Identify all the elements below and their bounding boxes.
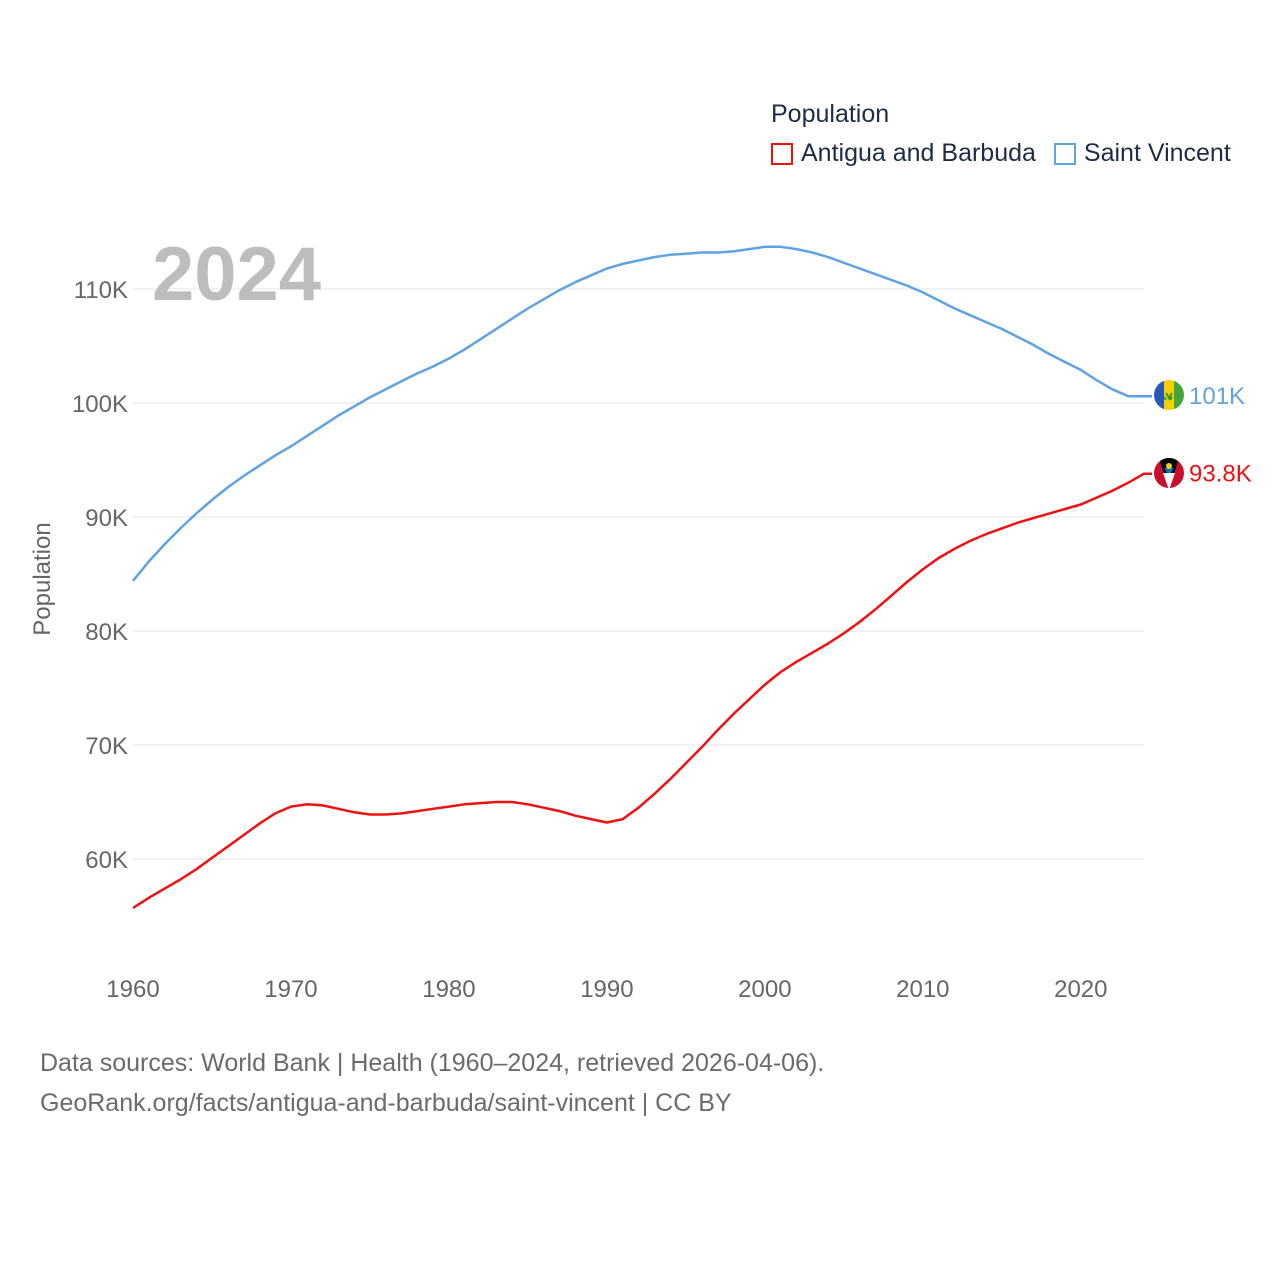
legend-item-saint-vincent[interactable]: Saint Vincent	[1053, 139, 1231, 168]
y-tick-label-90K: 90K	[85, 505, 128, 532]
series-line-saint-vincent[interactable]	[132, 245, 1152, 582]
legend-title: Population	[771, 100, 890, 128]
legend-swatch-antigua	[771, 142, 793, 165]
x-tick-label-1990: 1990	[580, 976, 633, 1003]
antigua-and-barbuda-flag-icon	[1154, 458, 1184, 488]
data-source-note: Data sources: World Bank | Health (1960–…	[40, 1049, 825, 1077]
x-tick-label-2000: 2000	[738, 976, 791, 1003]
x-tick-label-2010: 2010	[896, 976, 949, 1003]
footer: Data sources: World Bank | Health (1960–…	[40, 1043, 824, 1123]
x-tick-label-2020: 2020	[1054, 976, 1107, 1003]
y-tick-label-100K: 100K	[72, 391, 128, 418]
saint-vincent-flag-icon	[1154, 380, 1184, 410]
y-tick-label-60K: 60K	[85, 847, 128, 874]
legend-swatch-saint-vincent	[1053, 142, 1076, 165]
x-tick-label-1970: 1970	[264, 976, 317, 1003]
end-value-label-saint-vincent: 101K	[1189, 383, 1245, 410]
y-axis-title: Population	[29, 522, 56, 635]
legend-label-antigua: Antigua and Barbuda	[801, 139, 1036, 167]
y-tick-label-80K: 80K	[85, 619, 128, 646]
source-link[interactable]: GeoRank.org/facts/antigua-and-barbuda/sa…	[40, 1089, 732, 1117]
y-tick-label-70K: 70K	[85, 733, 128, 760]
series-line-antigua-and-barbuda[interactable]	[132, 472, 1152, 910]
end-value-label-antigua-and-barbuda: 93.8K	[1189, 461, 1252, 488]
y-tick-label-110K: 110K	[74, 277, 128, 304]
legend-item-antigua-and-barbuda[interactable]: Antigua and Barbuda	[771, 139, 1036, 168]
legend: Population Antigua and Barbuda Saint Vin…	[771, 100, 1231, 168]
legend-label-saint-vincent: Saint Vincent	[1083, 139, 1231, 167]
x-tick-label-1980: 1980	[422, 976, 475, 1003]
x-tick-label-1960: 1960	[106, 976, 159, 1003]
year-watermark: 2024	[152, 232, 321, 317]
